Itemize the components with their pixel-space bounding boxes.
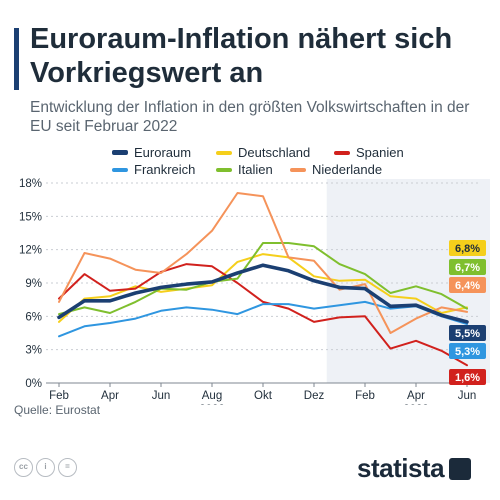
brand-name: statista: [357, 453, 445, 483]
end-value-badge-italien: 6,7%: [449, 259, 486, 275]
y-tick-label: 3%: [25, 345, 42, 357]
y-tick-label: 18%: [19, 178, 42, 190]
y-tick-label: 15%: [19, 211, 42, 223]
chart-subtitle: Entwicklung der Inflation in den größten…: [30, 99, 470, 135]
x-tick-label: Apr: [407, 390, 425, 402]
end-value-badge-bg: [449, 277, 486, 293]
end-value-badge-bg: [449, 259, 486, 275]
legend-label-spanien: Spanien: [356, 145, 404, 160]
legend-swatch-italien: [216, 167, 232, 172]
legend-label-euroraum: Euroraum: [134, 145, 192, 160]
year-label: 2023: [403, 404, 429, 405]
end-value-label: 6,8%: [455, 243, 480, 255]
end-value-badge-euroraum: 5,5%: [449, 325, 486, 341]
legend-swatch-deutschland: [216, 150, 232, 155]
legend-label-frankreich: Frankreich: [134, 162, 196, 177]
x-tick-label: Jun: [152, 390, 171, 402]
end-value-badge-spanien: 1,6%: [449, 369, 486, 385]
series-line-niederlande: [58, 192, 468, 334]
legend-item-frankreich: Frankreich: [112, 162, 195, 177]
legend-swatch-euroraum: [112, 150, 128, 155]
line-chart: 0% 3% 6% 9% 12% 15% 18% Feb Apr Jun Aug Okt Dez Feb Ap…: [19, 178, 490, 405]
source-note: Quelle: Eurostat: [14, 403, 101, 417]
series-line-euroraum: [57, 263, 469, 324]
x-tick-label: Jun: [458, 390, 477, 402]
x-tick-label: Feb: [355, 390, 375, 402]
end-value-label: 5,3%: [455, 346, 480, 358]
series-line-frankreich: [58, 300, 468, 338]
end-value-badge-bg: [449, 240, 486, 256]
end-value-label: 1,6%: [455, 372, 480, 384]
legend-label-deutschland: Deutschland: [238, 145, 311, 160]
legend-item-euroraum: Euroraum: [112, 145, 191, 160]
legend-label-italien: Italien: [238, 162, 273, 177]
y-tick-label: 0%: [25, 378, 42, 390]
no-derivatives-icon: =: [58, 458, 77, 477]
legend-swatch-niederlande: [290, 167, 306, 172]
legend-item-spanien: Spanien: [334, 145, 404, 160]
y-tick-label: 12%: [19, 245, 42, 257]
end-value-badge-bg: [449, 369, 486, 385]
legend-item-deutschland: Deutschland: [216, 145, 310, 160]
x-tick-label: Okt: [254, 390, 273, 402]
statista-logo-icon: [449, 457, 472, 480]
end-value-label: 6,7%: [455, 262, 480, 274]
license-icons: cc i =: [14, 458, 77, 477]
cc-license-icon: cc: [14, 458, 33, 477]
legend-label-niederlande: Niederlande: [312, 162, 383, 177]
y-tick-label: 9%: [25, 278, 42, 290]
year-label: 2022: [199, 404, 225, 405]
series-line-spanien: [58, 263, 468, 367]
x-tick-label: Feb: [49, 390, 69, 402]
legend-swatch-frankreich: [112, 167, 128, 172]
end-value-badge-frankreich: 5,3%: [449, 343, 486, 359]
statista-logo: statista: [357, 453, 472, 484]
legend-item-italien: Italien: [216, 162, 273, 177]
end-value-label: 5,5%: [455, 328, 480, 340]
end-value-badge-deutschland: 6,8%: [449, 240, 486, 256]
end-value-label: 6,4%: [455, 280, 480, 292]
x-tick-label: Apr: [101, 390, 119, 402]
x-tick-label: Aug: [202, 390, 222, 402]
end-value-badge-niederlande: 6,4%: [449, 277, 486, 293]
title-accent-bar: [14, 28, 19, 90]
y-tick-label: 6%: [25, 311, 42, 323]
attribution-icon: i: [36, 458, 55, 477]
x-tick-label: Dez: [304, 390, 325, 402]
legend-swatch-spanien: [334, 150, 350, 155]
end-value-badge-bg: [449, 343, 486, 359]
series-line-italien: [58, 242, 468, 316]
chart-title: Euroraum-Inflation nähert sich Vorkriegs…: [30, 23, 453, 89]
end-value-badge-bg: [449, 325, 486, 341]
legend-item-niederlande: Niederlande: [290, 162, 382, 177]
